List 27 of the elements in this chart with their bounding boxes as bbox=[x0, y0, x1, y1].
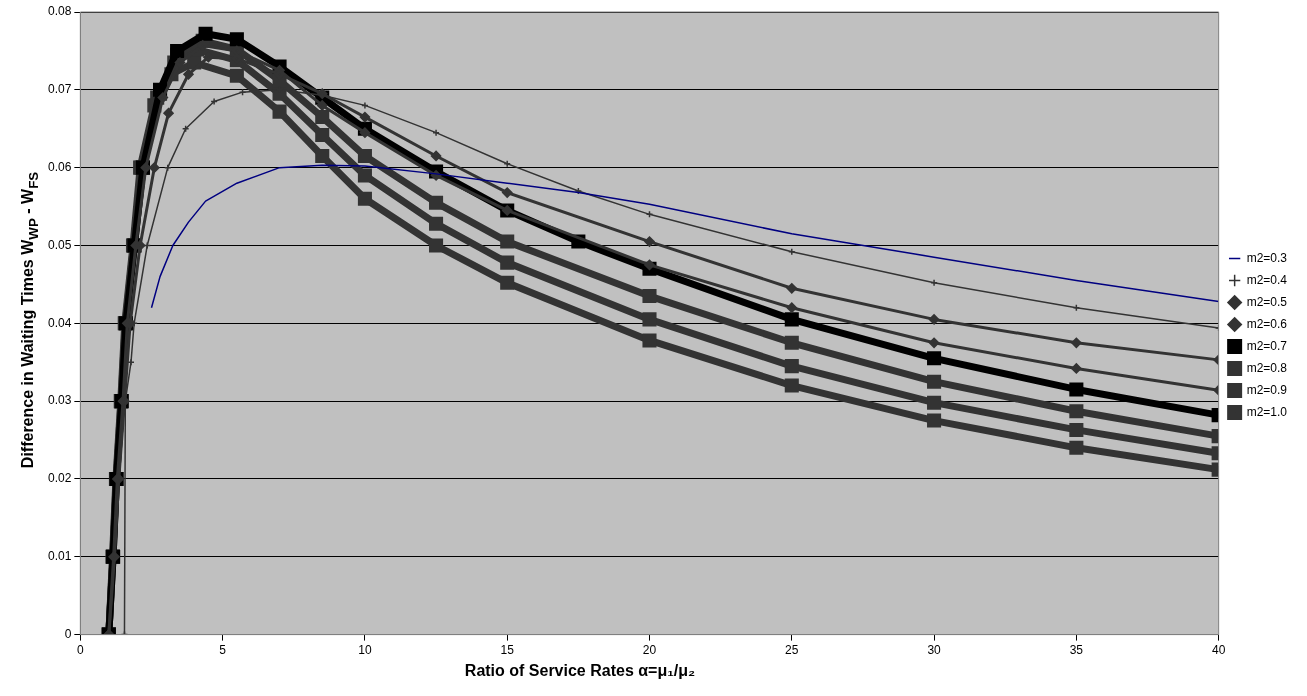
legend-label: m2=0.8 bbox=[1246, 360, 1288, 375]
y-tick-label: 0.07 bbox=[48, 82, 72, 97]
legend-label: m2=0.3 bbox=[1246, 250, 1288, 265]
x-tick-label: 25 bbox=[785, 643, 799, 658]
x-tick-label: 40 bbox=[1211, 643, 1226, 658]
legend-label: m2=0.4 bbox=[1246, 272, 1288, 287]
legend-label: m2=0.7 bbox=[1246, 338, 1288, 353]
y-tick-label: 0.06 bbox=[48, 159, 72, 174]
legend-label: m2=0.5 bbox=[1246, 294, 1288, 309]
y-tick-label: 0.02 bbox=[48, 471, 72, 486]
x-axis-title: Ratio of Service Rates α=μ₁/μ₂ bbox=[463, 662, 697, 680]
y-tick-label: 0.05 bbox=[48, 237, 72, 252]
x-tick-label: 35 bbox=[1069, 643, 1084, 658]
y-tick-label: 0.01 bbox=[48, 549, 72, 564]
x-tick-label: 0 bbox=[77, 643, 85, 658]
x-tick-label: 15 bbox=[500, 643, 515, 658]
x-tick-label: 5 bbox=[219, 643, 227, 658]
y-tick-label: 0 bbox=[64, 626, 72, 641]
y-tick-label: 0.08 bbox=[48, 4, 72, 19]
legend-label: m2=0.9 bbox=[1246, 382, 1288, 397]
x-tick-label: 10 bbox=[358, 643, 372, 658]
legend-label: m2=1.0 bbox=[1246, 404, 1288, 419]
x-tick-label: 30 bbox=[927, 643, 942, 658]
x-tick-label: 20 bbox=[642, 643, 657, 658]
legend-label: m2=0.6 bbox=[1246, 316, 1288, 331]
y-tick-label: 0.03 bbox=[48, 393, 72, 408]
y-tick-label: 0.04 bbox=[48, 315, 72, 330]
